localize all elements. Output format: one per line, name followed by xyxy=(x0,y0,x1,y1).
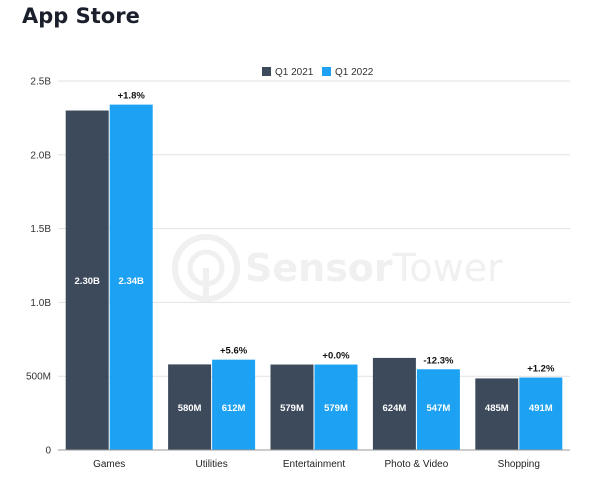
y-tick-label: 0 xyxy=(45,446,51,457)
y-tick-label: 1.0B xyxy=(30,298,51,309)
bar-q1-2022 xyxy=(519,377,563,450)
x-tick-label: Games xyxy=(93,459,125,470)
x-tick-label: Shopping xyxy=(498,459,540,470)
bar-q1-2021 xyxy=(270,364,314,450)
bar-q1-2021 xyxy=(475,378,519,450)
legend-swatch-q1-2022 xyxy=(322,67,331,76)
bar-value-label: 485M xyxy=(485,403,509,414)
bar-value-label: 624M xyxy=(383,403,407,414)
legend: Q1 2021 Q1 2022 xyxy=(262,67,374,78)
page-title: App Store xyxy=(22,4,140,28)
legend-swatch-q1-2021 xyxy=(262,67,271,76)
bar-value-label: 579M xyxy=(324,403,348,414)
x-tick-label: Entertainment xyxy=(283,459,345,470)
bar-group: 580M 612M +5.6% xyxy=(168,346,256,450)
y-tick-label: 2.0B xyxy=(30,150,51,161)
change-label: +0.0% xyxy=(322,351,350,362)
bar-q1-2021 xyxy=(168,364,212,450)
x-tick-label: Utilities xyxy=(195,459,227,470)
bar-q1-2021 xyxy=(65,110,109,451)
change-label: +1.2% xyxy=(527,364,555,375)
bar-q1-2022 xyxy=(109,104,153,450)
watermark-brand-tower: Tower xyxy=(392,246,503,290)
legend-label-q1-2022: Q1 2022 xyxy=(335,67,374,78)
legend-label-q1-2021: Q1 2021 xyxy=(275,67,314,78)
y-tick-label: 2.5B xyxy=(30,77,51,88)
bar-value-label: 580M xyxy=(178,403,202,414)
bars: 2.30B 2.34B +1.8% 580M 612M +5.6% 579M 579M +0.0… xyxy=(65,91,563,451)
y-axis: 0 500M 1.0B 1.5B 2.0B 2.5B xyxy=(26,77,51,457)
bar-value-label: 612M xyxy=(222,403,246,414)
bar-group: 485M 491M +1.2% xyxy=(475,364,563,450)
bar-q1-2021 xyxy=(372,357,416,450)
y-tick-label: 500M xyxy=(26,372,51,383)
bar-value-label: 547M xyxy=(427,403,451,414)
bar-q1-2022 xyxy=(416,369,460,450)
y-tick-label: 1.5B xyxy=(30,224,51,235)
x-tick-label: Photo & Video xyxy=(385,459,449,470)
bar-q1-2022 xyxy=(212,359,256,450)
x-axis: Games Utilities Entertainment Photo & Video… xyxy=(58,449,570,470)
sensor-tower-logo-icon xyxy=(172,234,240,302)
bar-group: 624M 547M -12.3% xyxy=(372,355,460,450)
change-label: +1.8% xyxy=(118,91,146,102)
watermark: SensorTower xyxy=(172,234,503,302)
bar-group: 2.30B 2.34B +1.8% xyxy=(65,91,153,451)
watermark-brand-sensor: Sensor xyxy=(245,246,393,290)
bar-value-label: 491M xyxy=(529,403,553,414)
svg-text:SensorTower: SensorTower xyxy=(245,246,503,290)
bar-group: 579M 579M +0.0% xyxy=(270,351,358,450)
change-label: +5.6% xyxy=(220,346,248,357)
bar-value-label: 579M xyxy=(280,403,304,414)
bar-value-label: 2.30B xyxy=(75,276,100,287)
bar-q1-2022 xyxy=(314,364,358,450)
bar-value-label: 2.34B xyxy=(119,276,144,287)
change-label: -12.3% xyxy=(423,355,454,366)
